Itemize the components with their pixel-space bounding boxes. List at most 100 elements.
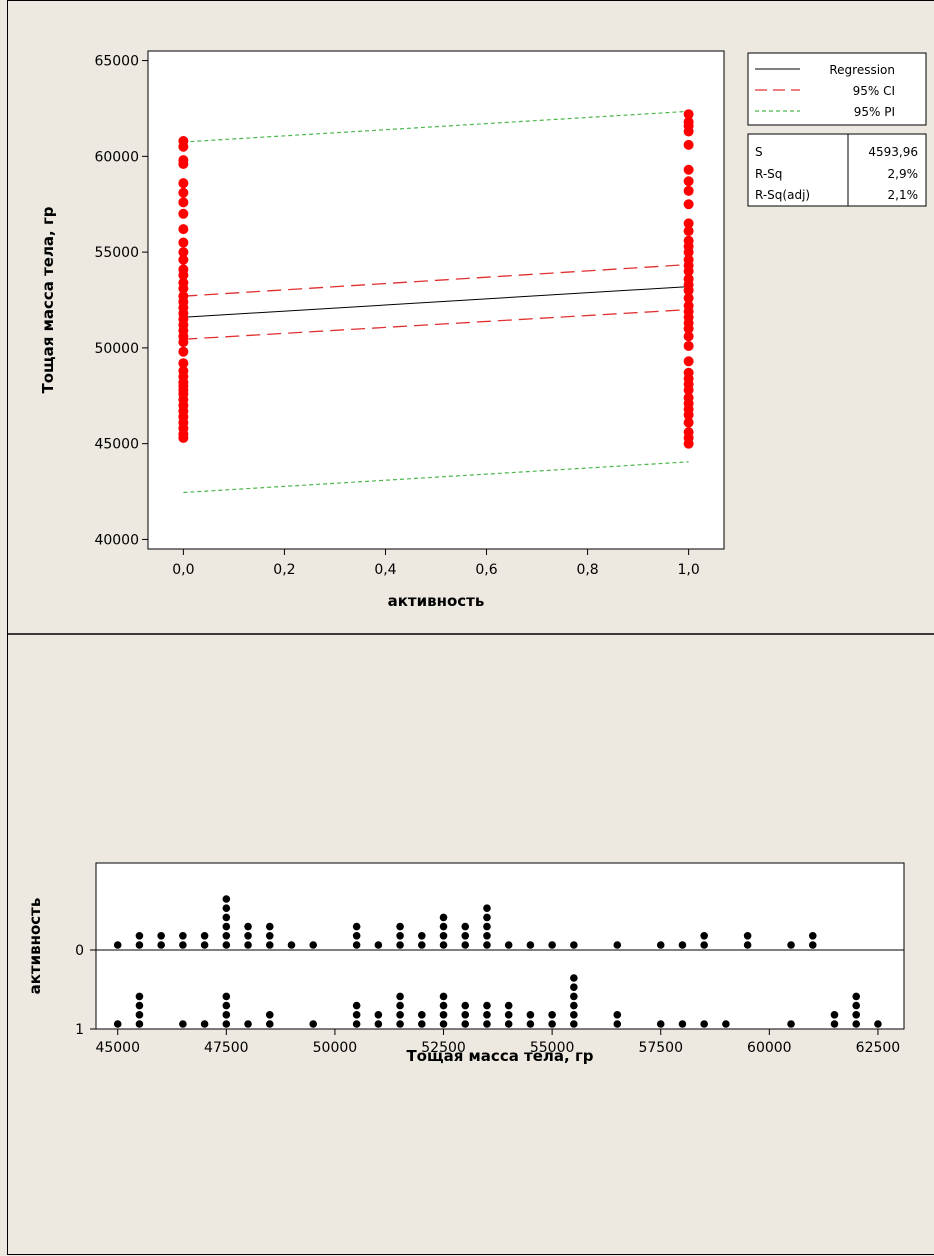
dot (852, 992, 861, 1001)
data-point (683, 235, 694, 246)
data-point (683, 254, 694, 265)
dot (504, 1001, 513, 1010)
x-axis: 0,0 0,2 0,4 0,6 0,8 1,0 (172, 549, 700, 578)
stat-label-s: S (755, 145, 763, 159)
data-point (683, 273, 694, 284)
dotplot-area (95, 862, 905, 1030)
y-tick-label: 60000 (94, 149, 139, 165)
data-point (178, 136, 189, 147)
dot (656, 1020, 665, 1028)
dot (352, 941, 361, 949)
dot (396, 992, 404, 1001)
stat-label-rsq-adj: R-Sq(adj) (755, 188, 810, 202)
dot (613, 941, 622, 949)
dot (244, 941, 252, 949)
dot (222, 1011, 231, 1019)
dotplot: 45000 47500 50000 52500 55000 57500 60000 62500… (26, 862, 905, 1065)
dot (830, 1020, 839, 1028)
dot (461, 1011, 470, 1019)
dot (265, 941, 274, 949)
stats-box-frame (747, 133, 927, 207)
data-point (683, 392, 694, 403)
dot (113, 941, 122, 949)
pi-lower-line (183, 461, 689, 494)
dot (548, 1011, 556, 1019)
x-tick-label: 50000 (313, 1040, 358, 1056)
dot (352, 1011, 361, 1019)
data-point (683, 164, 694, 175)
dot (700, 932, 708, 940)
dot (135, 992, 144, 1001)
dot (439, 941, 448, 949)
data-point (683, 218, 694, 229)
legend-label-ci: 95% CI (853, 84, 895, 98)
data-point (178, 264, 189, 275)
ci-upper-line (183, 263, 689, 297)
dot (483, 904, 491, 912)
dot (418, 941, 426, 949)
data-point (683, 356, 694, 367)
y-tick-label: 65000 (94, 54, 139, 70)
dot (418, 1020, 426, 1028)
fit-lines (183, 110, 689, 494)
dot (483, 913, 491, 922)
x-tick-label: 0,2 (273, 562, 295, 578)
y-axis: 40000 45000 50000 55000 60000 65000 (94, 54, 148, 548)
dot (265, 1011, 274, 1019)
data-points (178, 109, 694, 449)
data-point (178, 224, 189, 235)
dot (700, 1020, 708, 1028)
x-tick-label: 0,0 (172, 562, 194, 578)
stats-box: S 4593,96 R-Sq 2,9% R-Sq(adj) 2,1% (747, 133, 927, 207)
y-tick-label: 55000 (94, 245, 139, 261)
dot (439, 922, 448, 931)
dot (309, 941, 318, 949)
dot (743, 941, 752, 949)
data-point (683, 109, 694, 120)
dot (309, 1020, 318, 1028)
data-point (683, 340, 694, 351)
dot (135, 932, 144, 940)
data-point (178, 247, 189, 258)
dot (374, 941, 383, 949)
dot (374, 1020, 383, 1028)
group-label-0: 0 (75, 943, 84, 959)
dot (483, 922, 491, 931)
data-point (683, 139, 694, 150)
dot (439, 1020, 448, 1028)
dot (570, 1011, 578, 1019)
dot (808, 932, 817, 940)
x-tick-label: 55000 (530, 1040, 575, 1056)
data-point (178, 197, 189, 208)
data-point (683, 199, 694, 210)
x-tick-label: 0,6 (475, 562, 497, 578)
dot (222, 1020, 231, 1028)
dot (374, 1011, 383, 1019)
legend-box (747, 52, 927, 126)
dot (396, 1011, 404, 1019)
dot (722, 1020, 730, 1028)
dot (265, 932, 274, 940)
dot (222, 922, 231, 931)
x-tick-label: 0,8 (576, 562, 598, 578)
x-tick-label: 52500 (421, 1040, 466, 1056)
dot (808, 941, 817, 949)
data-point (178, 277, 189, 288)
dot (678, 941, 687, 949)
dot (244, 932, 252, 940)
dot (135, 1001, 144, 1010)
fitted-line-plot: 40000 45000 50000 55000 60000 65000 0,0 0,2 0,4… (39, 50, 927, 610)
legend-label-pi: 95% PI (854, 105, 895, 119)
dot (157, 941, 165, 949)
dot (396, 932, 404, 940)
dot (570, 992, 578, 1001)
x-tick-label: 1,0 (677, 562, 699, 578)
data-point (683, 427, 694, 438)
dot (461, 922, 470, 931)
dot (222, 913, 231, 922)
group-label-1: 1 (75, 1022, 84, 1038)
dot (548, 1020, 556, 1028)
dot (265, 1020, 274, 1028)
dot (265, 922, 274, 931)
dot (135, 1011, 144, 1019)
